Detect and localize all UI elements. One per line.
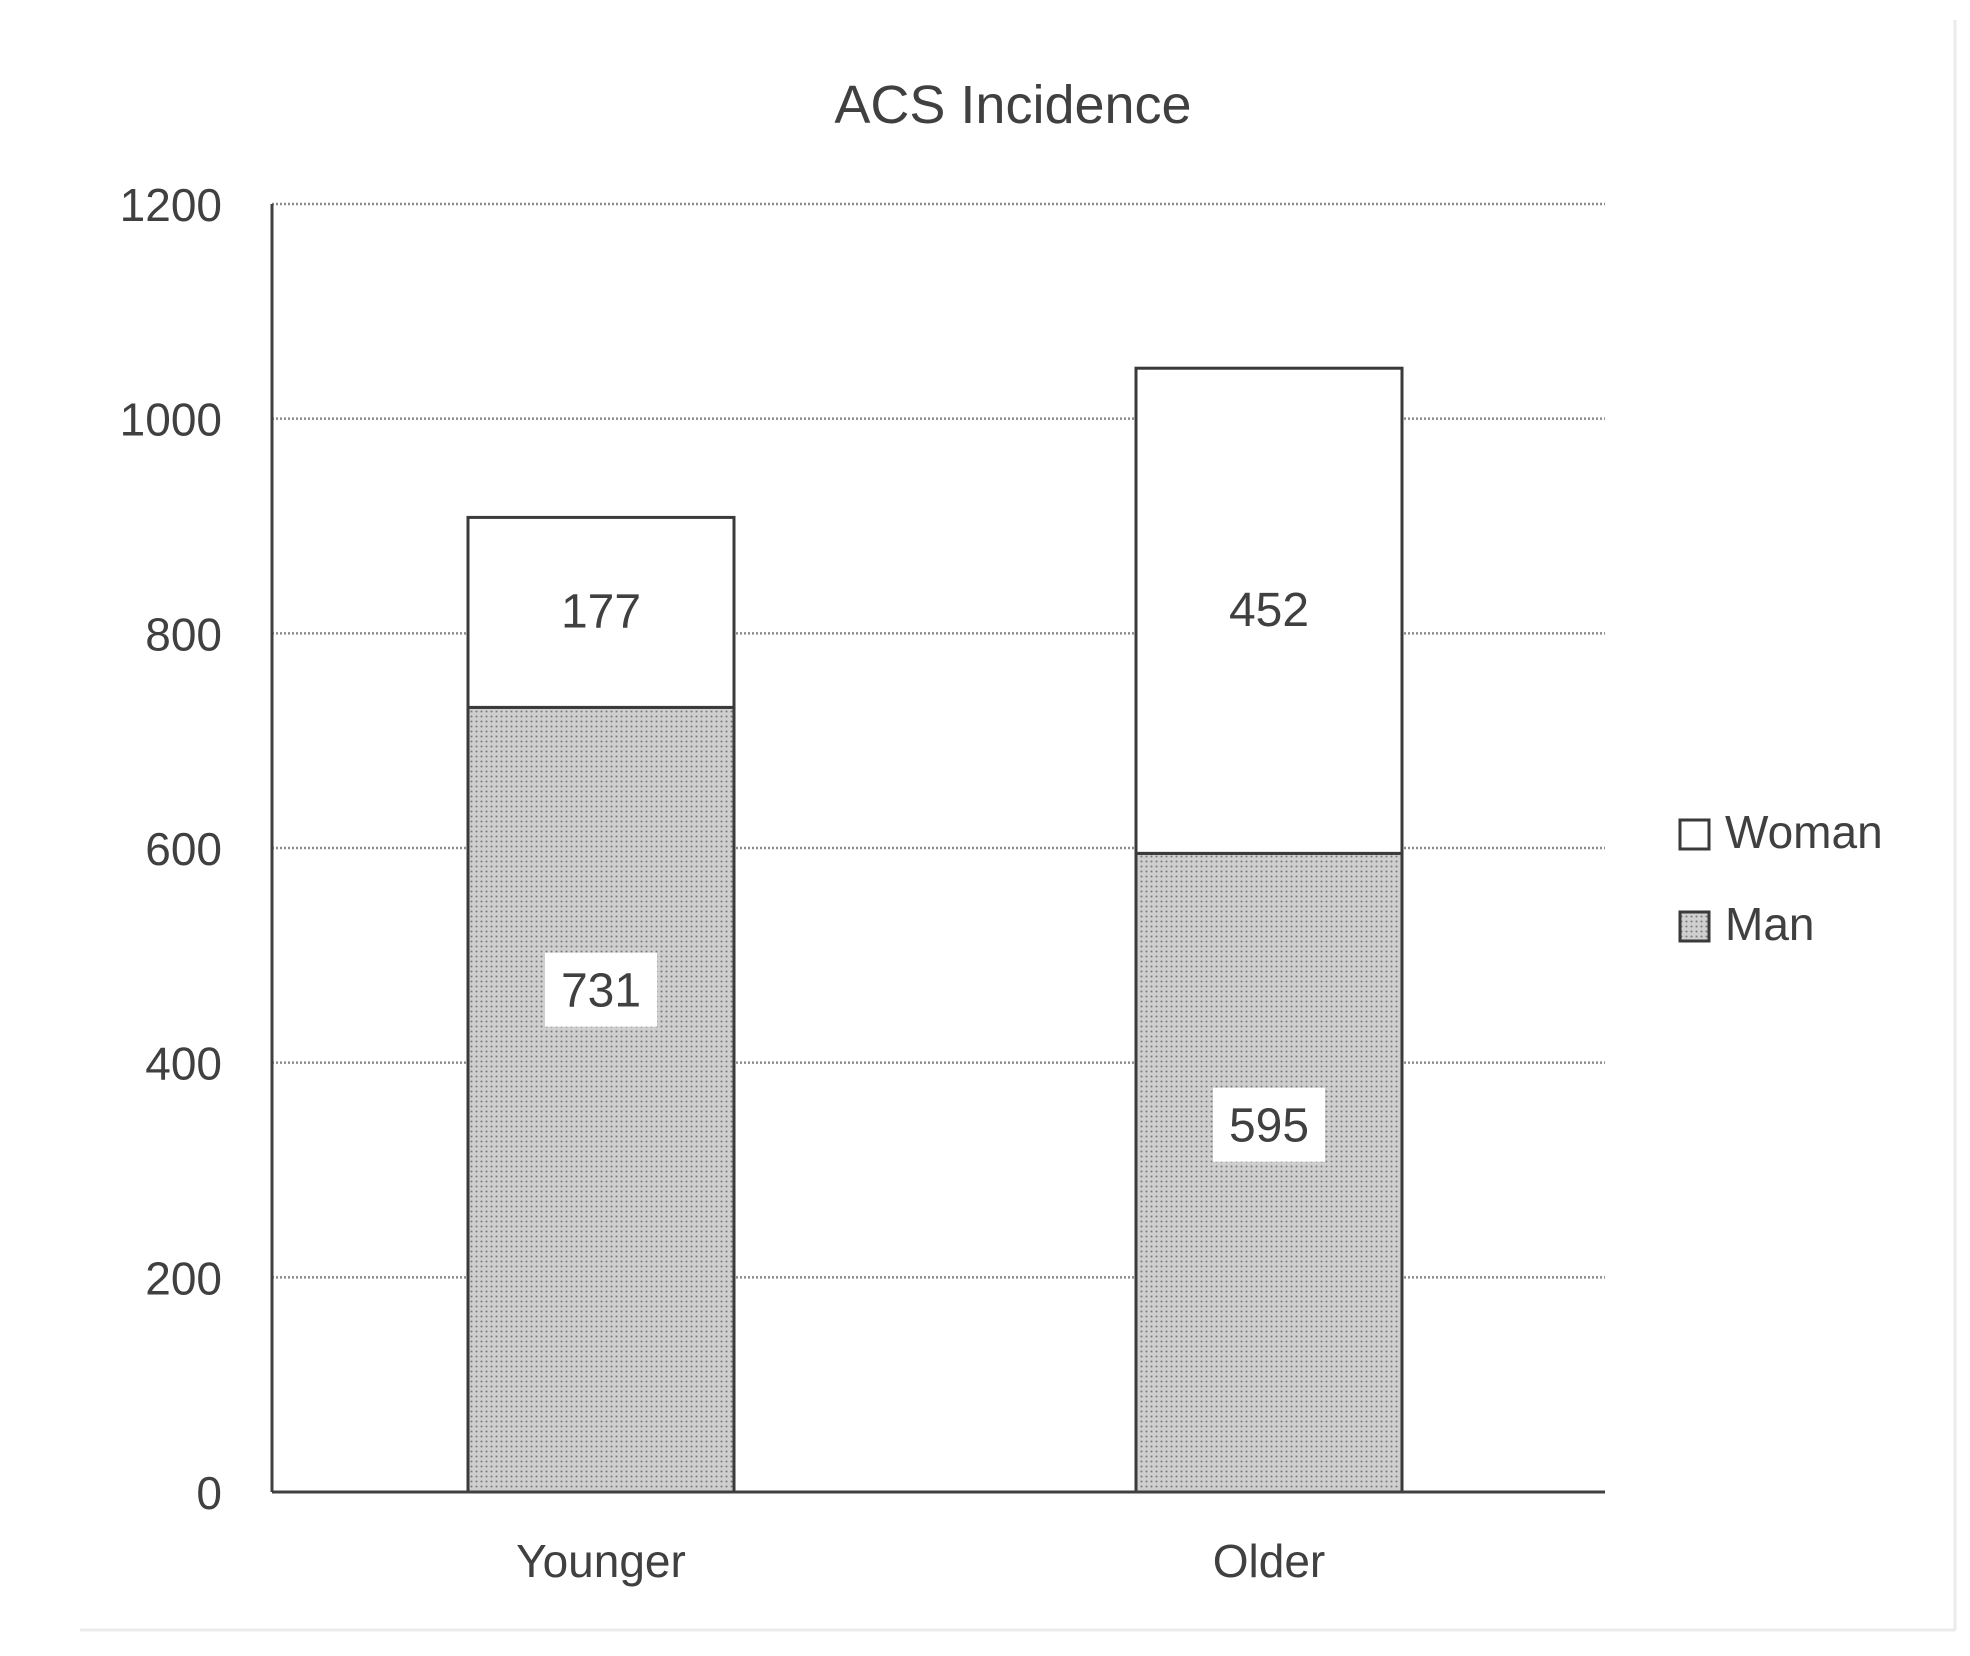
y-tick-label: 400 bbox=[145, 1038, 222, 1090]
data-label-woman-older: 452 bbox=[1229, 584, 1309, 637]
data-label-background bbox=[545, 573, 657, 648]
bars bbox=[466, 366, 1404, 1494]
data-label-man-younger: 731 bbox=[561, 965, 641, 1018]
y-tick-label: 0 bbox=[196, 1467, 222, 1519]
data-label-woman-younger: 177 bbox=[561, 585, 641, 638]
y-tick-label: 1200 bbox=[120, 179, 222, 231]
legend-label-woman: Woman bbox=[1725, 806, 1883, 858]
data-label-background bbox=[1213, 571, 1325, 646]
bar-segment-man-older bbox=[1134, 851, 1404, 1494]
y-tick-label: 800 bbox=[145, 608, 222, 660]
y-tick-label: 200 bbox=[145, 1252, 222, 1304]
y-tick-label: 600 bbox=[145, 823, 222, 875]
legend: Woman Man bbox=[1678, 806, 1883, 950]
y-axis-tick-labels: 0 200 400 600 800 1000 1200 bbox=[120, 179, 222, 1519]
x-category-label-younger: Younger bbox=[516, 1535, 686, 1587]
y-tick-label: 1000 bbox=[120, 394, 222, 446]
data-labels: 731 177 595 452 bbox=[545, 571, 1325, 1162]
axes bbox=[270, 204, 1605, 1494]
data-label-man-older: 595 bbox=[1229, 1100, 1309, 1153]
legend-swatch-man bbox=[1678, 910, 1711, 943]
legend-swatch-woman bbox=[1678, 818, 1711, 851]
legend-label-man: Man bbox=[1725, 898, 1814, 950]
x-axis-category-labels: Younger Older bbox=[516, 1535, 1325, 1587]
data-label-background bbox=[1213, 1087, 1325, 1162]
chart-title: ACS Incidence bbox=[834, 75, 1191, 135]
bar-segment-man-younger bbox=[466, 705, 736, 1494]
x-category-label-older: Older bbox=[1213, 1535, 1325, 1587]
data-label-background bbox=[545, 952, 657, 1027]
